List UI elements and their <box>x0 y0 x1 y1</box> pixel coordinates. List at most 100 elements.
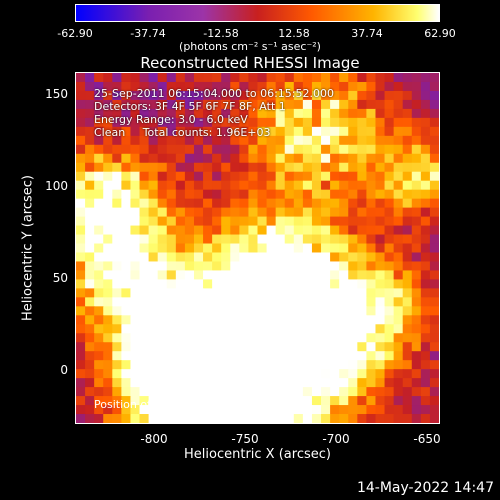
heatmap-cell <box>429 162 439 173</box>
heatmap-cell <box>112 207 122 218</box>
heatmap-cell <box>193 252 204 263</box>
heatmap-cell <box>157 99 168 110</box>
heatmap-cell <box>212 198 222 209</box>
colorbar-tick: -37.74 <box>130 27 166 40</box>
heatmap-cell <box>302 351 313 361</box>
heatmap-cell <box>284 81 295 92</box>
heatmap-cell <box>357 387 367 397</box>
heatmap-cell <box>76 369 86 379</box>
heatmap-cell <box>139 144 150 155</box>
heatmap-cell <box>130 378 141 388</box>
heatmap-cell <box>148 342 159 352</box>
heatmap-cell <box>348 126 358 137</box>
heatmap-cell <box>402 207 413 218</box>
heatmap-cell <box>94 279 104 289</box>
heatmap-cell <box>193 126 204 137</box>
heatmap-cell <box>339 243 349 254</box>
heatmap-cell <box>402 288 413 298</box>
heatmap-cell <box>112 360 122 370</box>
heatmap-cell <box>94 189 104 200</box>
heatmap-cell <box>311 405 322 415</box>
heatmap-cell <box>311 99 322 110</box>
heatmap-cell <box>311 252 322 263</box>
heatmap-cell <box>293 369 304 379</box>
heatmap-cell <box>112 117 122 128</box>
heatmap-cell <box>284 108 295 119</box>
heatmap-cell <box>293 279 304 289</box>
heatmap-cell <box>266 171 277 182</box>
heatmap-cell <box>148 99 159 110</box>
heatmap-cell <box>248 117 259 128</box>
heatmap-cell <box>266 126 277 137</box>
heatmap-cell <box>411 387 422 397</box>
heatmap-cell <box>393 387 404 397</box>
heatmap-cell <box>175 270 186 281</box>
heatmap-cell <box>275 369 286 379</box>
heatmap-cell <box>366 189 377 200</box>
heatmap-cell <box>284 333 295 343</box>
heatmap-cell <box>302 297 313 307</box>
heatmap-cell <box>139 99 150 110</box>
heatmap-cell <box>248 216 259 227</box>
heatmap-cell <box>85 333 95 343</box>
heatmap-cell <box>193 342 204 352</box>
heatmap-cell <box>257 108 268 119</box>
heatmap-cell <box>257 153 268 164</box>
heatmap-cell <box>148 396 159 406</box>
heatmap-cell <box>293 288 304 298</box>
heatmap-cell <box>429 108 439 119</box>
heatmap-cell <box>348 73 358 83</box>
heatmap-cell <box>393 198 404 209</box>
heatmap-cell <box>130 405 141 415</box>
heatmap-cell <box>221 315 231 325</box>
heatmap-cell <box>284 252 295 263</box>
heatmap-cell <box>311 153 322 164</box>
heatmap-cell <box>239 261 250 272</box>
heatmap-cell <box>293 405 304 415</box>
heatmap-cell <box>157 261 168 272</box>
heatmap-cell <box>275 324 286 334</box>
heatmap-cell <box>85 306 95 316</box>
heatmap-cell <box>357 180 367 191</box>
heatmap-cell <box>402 180 413 191</box>
heatmap-cell <box>130 270 141 281</box>
colorbar-tick: 62.90 <box>424 27 456 40</box>
heatmap-cell <box>302 153 313 164</box>
heatmap-cell <box>330 306 340 316</box>
heatmap-cell <box>366 333 377 343</box>
heatmap-cell <box>112 171 122 182</box>
heatmap-cell <box>239 396 250 406</box>
heatmap-cell <box>311 171 322 182</box>
heatmap-cell <box>112 162 122 173</box>
heatmap-cell <box>184 414 195 423</box>
heatmap-cell <box>148 243 159 254</box>
heatmap-cell <box>429 342 439 352</box>
heatmap-cell <box>366 243 377 254</box>
heatmap-cell <box>393 162 404 173</box>
heatmap-cell <box>121 306 132 316</box>
heatmap-cell <box>321 81 331 92</box>
heatmap-cell <box>139 153 150 164</box>
heatmap-cell <box>411 81 422 92</box>
heatmap-cell <box>366 396 377 406</box>
heatmap-cell <box>293 144 304 155</box>
heatmap-cell <box>384 279 395 289</box>
heatmap-cell <box>429 360 439 370</box>
heatmap-cell <box>257 414 268 423</box>
heatmap-cell <box>112 81 122 92</box>
heatmap-cell <box>139 306 150 316</box>
heatmap-cell <box>239 351 250 361</box>
heatmap-cell <box>366 135 377 146</box>
heatmap-cell <box>94 369 104 379</box>
heatmap-cell <box>366 324 377 334</box>
heatmap-cell <box>103 315 113 325</box>
heatmap-cell <box>275 117 286 128</box>
heatmap-cell <box>302 99 313 110</box>
heatmap-cell <box>293 90 304 101</box>
heatmap-cell <box>321 315 331 325</box>
colorbar <box>75 4 440 22</box>
heatmap-cell <box>429 306 439 316</box>
heatmap-cell <box>266 333 277 343</box>
heatmap-cell <box>293 216 304 227</box>
heatmap-cell <box>375 73 386 83</box>
